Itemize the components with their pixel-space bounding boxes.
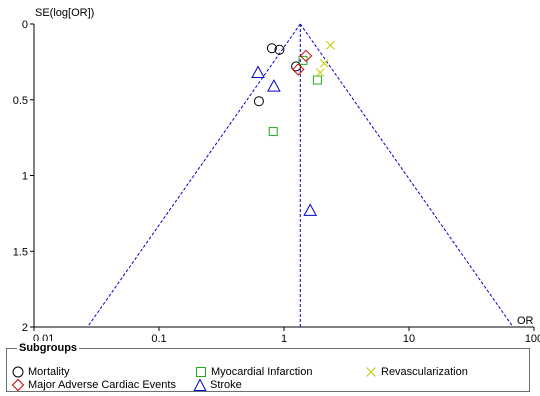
x-tick-label: 100 [525,333,540,345]
lower-confidence-limit-line [87,23,301,328]
x-axis-title: OR [517,315,534,327]
x-marker-icon [366,367,376,377]
x-tick-label: 1 [281,333,287,345]
square-marker-icon [196,367,206,377]
y-tick-label: 2 [22,322,28,334]
legend-item-myocardial-infarction: Myocardial Infarction [194,365,313,379]
legend-label: Mortality [28,366,70,378]
data-point-revascularization [319,59,329,68]
data-point-major-adverse-cardiac-events [299,49,313,63]
legend-label: Stroke [210,379,242,391]
data-point-stroke [251,65,265,78]
data-point-mortality [274,44,285,55]
legend-label: Major Adverse Cardiac Events [28,379,176,391]
x-tick-label: 10 [403,333,415,345]
legend: Subgroups Mortality Myocardial Infarctio… [6,341,530,392]
y-ticks: 0 0.5 1 1.5 2 [13,19,34,334]
legend-label: Myocardial Infarction [211,366,313,378]
legend-item-stroke: Stroke [193,378,242,392]
data-point-revascularization [326,40,335,50]
y-tick-label: 0.5 [13,95,28,107]
legend-title: Subgroups [17,341,80,355]
data-point-myocardial-infarction [312,75,322,85]
data-point-stroke [267,79,281,92]
legend-item-mace: Major Adverse Cardiac Events [11,378,176,392]
data-point-major-adverse-cardiac-events [292,63,305,76]
y-axis-title: SE(log[OR]) [35,7,94,19]
funnel-lines [87,23,514,328]
y-tick-label: 1.5 [13,246,28,258]
axes [33,24,534,328]
upper-confidence-limit-line [299,23,514,328]
legend-item-mortality: Mortality [11,365,70,379]
legend-label: Revascularization [381,366,468,378]
x-tick-label: 0.1 [151,333,166,345]
data-point-mortality [253,96,264,107]
circle-marker-icon [12,366,24,378]
y-tick-label: 0 [22,19,28,31]
data-point-myocardial-infarction [268,127,278,137]
legend-item-revascularization: Revascularization [364,365,468,379]
diamond-marker-icon [11,378,25,392]
y-tick-label: 1 [22,171,28,183]
triangle-marker-icon [193,378,207,391]
data-point-mortality [266,43,277,54]
data-point-stroke [303,203,318,216]
data-point-revascularization [315,68,325,77]
data-points [251,40,335,216]
